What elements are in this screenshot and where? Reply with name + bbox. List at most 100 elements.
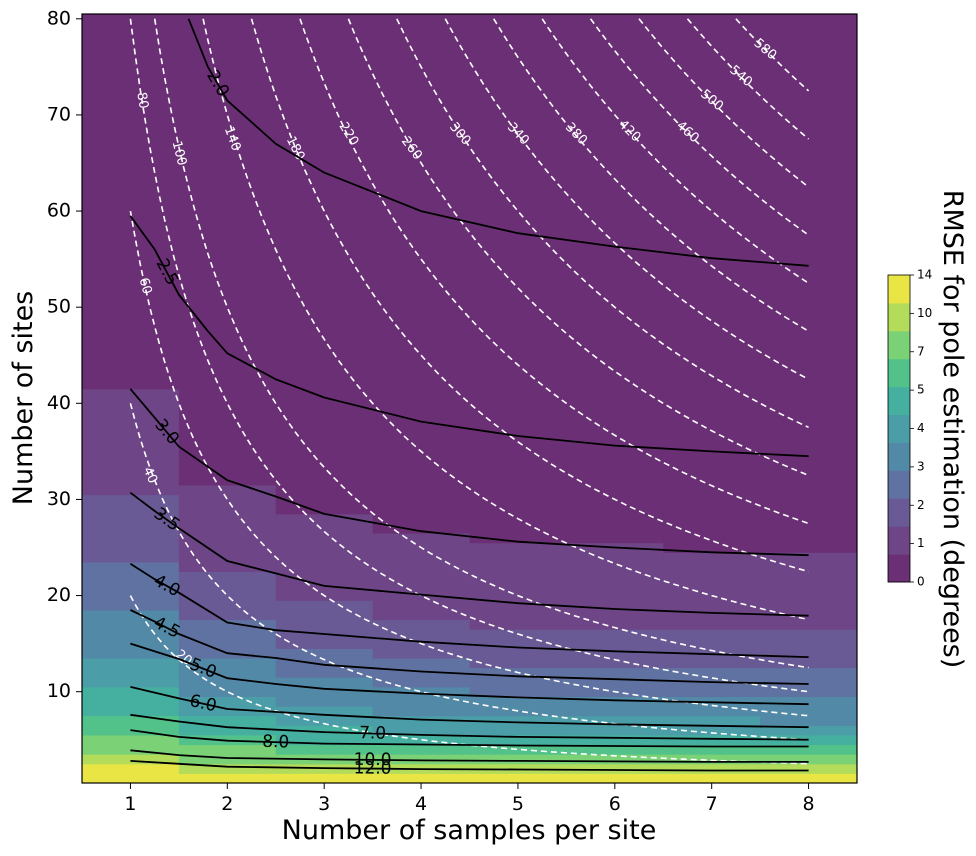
heatmap-cell xyxy=(82,494,180,563)
total-samples-label: 80 xyxy=(133,91,151,110)
y-tick-label: 20 xyxy=(47,584,71,606)
heatmap-cell xyxy=(82,715,180,736)
heatmap-cell xyxy=(663,696,761,717)
y-tick-label: 40 xyxy=(47,392,71,414)
heatmap-cell xyxy=(178,619,277,659)
rmse-contour-line xyxy=(130,729,809,748)
colorbar-segment xyxy=(888,358,910,388)
colorbar-segment xyxy=(888,414,910,443)
heatmap-cell xyxy=(566,14,664,246)
total-samples-contour xyxy=(638,18,810,188)
heatmap-cell xyxy=(566,744,664,755)
heatmap-cell xyxy=(663,744,761,755)
heatmap-cell xyxy=(275,773,374,783)
heatmap-cell xyxy=(469,773,567,783)
rmse-contour-line xyxy=(130,749,809,763)
heatmap-cell xyxy=(372,533,470,621)
total-samples-label: 100 xyxy=(169,140,190,168)
rmse-contour-line xyxy=(187,18,809,267)
rmse-contour-line xyxy=(130,686,809,729)
total-samples-contour xyxy=(153,18,809,669)
heatmap-cell xyxy=(372,744,470,755)
heatmap-cell xyxy=(760,552,857,630)
heatmap-cell xyxy=(178,715,277,736)
heatmap-cell xyxy=(663,773,761,783)
total-samples-contour xyxy=(347,18,809,477)
heatmap-cell xyxy=(178,100,277,351)
x-tick-label: 1 xyxy=(124,793,136,815)
rmse-contour-label: 12.0 xyxy=(354,758,392,778)
y-tick-label: 60 xyxy=(47,200,71,222)
colorbar-tick-label: 1 xyxy=(917,536,925,550)
heatmap-cell xyxy=(663,629,761,669)
heatmap-cell xyxy=(82,734,180,755)
colorbar: 0 1 2 3 4 5 7 10 14 xyxy=(887,268,932,589)
heatmap-cell xyxy=(663,552,761,630)
heatmap-cell xyxy=(663,734,761,746)
x-tick-label: 2 xyxy=(221,793,233,815)
colorbar-tick-label: 4 xyxy=(917,421,925,435)
rmse-contour-label: 10.0 xyxy=(354,750,392,770)
heatmap-cell xyxy=(178,485,277,573)
x-tick-label: 8 xyxy=(803,793,815,815)
rmse-contour-line xyxy=(129,388,809,557)
x-axis-title: Number of samples per site xyxy=(282,815,657,846)
total-samples-contour xyxy=(250,18,809,573)
colorbar-tick-label: 0 xyxy=(917,575,925,589)
heatmap-cell xyxy=(372,417,470,534)
colorbar-tick-label: 10 xyxy=(917,306,932,320)
heatmap-cells xyxy=(82,14,857,783)
y-tick-label: 30 xyxy=(47,488,71,510)
colorbar-tick-label: 5 xyxy=(917,383,925,397)
heatmap-cell xyxy=(82,561,180,611)
heatmap-cell xyxy=(82,609,180,659)
total-samples-contour xyxy=(129,18,809,693)
heatmap-cell xyxy=(469,436,567,544)
heatmap-cell xyxy=(82,754,180,765)
heatmap-cell xyxy=(275,677,374,707)
colorbar-segment xyxy=(888,442,910,471)
colorbar-segment xyxy=(888,554,910,583)
heatmap-cell xyxy=(566,629,664,669)
rmse-contour-line xyxy=(130,713,809,741)
colorbar-segment xyxy=(888,470,910,499)
heatmap-cell xyxy=(178,744,277,765)
y-tick-label: 80 xyxy=(47,7,71,29)
plot-frame xyxy=(81,13,858,784)
x-tick-label: 7 xyxy=(706,793,718,815)
x-tick-label: 4 xyxy=(415,793,427,815)
colorbar-segment xyxy=(888,498,910,527)
heatmap-cell xyxy=(760,456,857,553)
rmse-contour-label: 7.0 xyxy=(359,723,387,744)
heatmap-cell xyxy=(566,446,664,544)
total-samples-label: 40 xyxy=(140,465,160,486)
colorbar-segment xyxy=(888,386,910,416)
y-axis-ticks: 10 20 30 40 50 60 70 80 xyxy=(47,7,82,702)
total-samples-contour xyxy=(299,18,809,525)
heatmap-cell xyxy=(178,350,277,486)
heatmap-cell xyxy=(469,696,567,717)
heatmap-cell xyxy=(760,629,857,669)
heatmap-cell xyxy=(566,754,664,765)
colorbar-segment xyxy=(888,330,910,360)
heatmap-cell xyxy=(275,513,374,601)
heatmap-cell xyxy=(178,14,277,102)
x-tick-label: 6 xyxy=(609,793,621,815)
heatmap-cell xyxy=(275,398,374,515)
colorbar-segment xyxy=(888,526,910,555)
heatmap-cell xyxy=(372,734,470,746)
heatmap-cell xyxy=(82,14,180,217)
x-tick-label: 3 xyxy=(318,793,330,815)
heatmap-cell xyxy=(663,763,761,774)
heatmap-cell xyxy=(82,658,180,688)
heatmap-cell xyxy=(275,14,374,178)
heatmap-cell xyxy=(566,667,664,697)
colorbar-tick-label: 2 xyxy=(917,498,925,512)
total-samples-contour xyxy=(493,18,810,332)
total-samples-label: 60 xyxy=(136,276,155,296)
heatmap-cell xyxy=(372,773,470,783)
heatmap-cell xyxy=(760,744,857,755)
colorbar-segment xyxy=(888,302,910,332)
total-samples-contour xyxy=(541,18,810,284)
